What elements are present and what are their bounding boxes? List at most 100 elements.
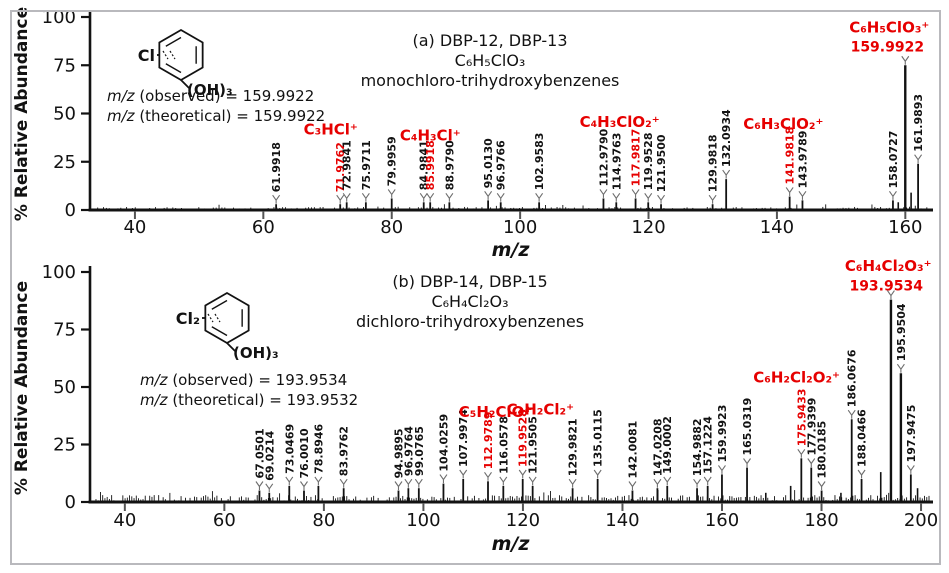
structure-b: Cl₂ (OH)₃ (176, 291, 279, 362)
peak-label: 121.9505 (527, 416, 540, 474)
panel-title-line: C₆H₄Cl₂O₃ (431, 292, 508, 311)
figure-border (10, 10, 941, 565)
peak-marker-icon (628, 481, 637, 490)
panel-title-line: (b) DBP-14, DBP-15 (392, 272, 547, 291)
peak-label: 107.9974 (457, 409, 470, 467)
peak-label: 129.9818 (707, 134, 720, 192)
peak-label: 180.0185 (816, 421, 829, 479)
peak-marker-icon (693, 478, 702, 488)
x-tick-label: 120 (506, 510, 540, 531)
panel-title-line: dichloro-trihydroxybenzenes (356, 312, 584, 331)
peak-marker-icon (888, 191, 897, 200)
peak-label: 119.9528 (517, 409, 530, 467)
peak-marker-icon (906, 465, 915, 474)
peak-marker-icon (445, 192, 454, 202)
hydroxyl-label: (OH)₃ (187, 81, 233, 99)
mz-value-line: m/z (theoretical) = 159.9922 (107, 107, 325, 125)
peak-label: 119.9528 (642, 133, 655, 191)
peak-label: 69.0214 (263, 430, 276, 480)
peak-label: 96.9766 (495, 140, 508, 190)
peak-label: 141.9818 (784, 127, 797, 185)
mz-value-line: m/z (observed) = 159.9922 (107, 87, 314, 105)
axes: 40 60 80 100 120 140 160 180 200 0 25 50 75 100 m/z % R… (12, 262, 938, 555)
peak-marker-icon (785, 187, 794, 196)
peak-label: 71.9762 (334, 142, 347, 192)
y-tick-label: 75 (53, 320, 76, 341)
x-tick-label: 160 (888, 217, 922, 238)
formula-annotation: C₄H₃Cl⁺ (400, 127, 461, 145)
peak-label: 85.9918 (424, 140, 437, 190)
peak-marker-icon (743, 458, 751, 467)
peak-label: 88.9790 (443, 140, 456, 190)
peak-label: 154.9882 (691, 418, 704, 476)
y-tick-label: 0 (65, 492, 76, 513)
peak-marker-icon (272, 194, 281, 204)
peak-marker-icon (708, 194, 717, 204)
peak-marker-icon (484, 191, 493, 200)
peak-marker-icon (439, 474, 448, 484)
peak-marker-icon (404, 478, 413, 488)
base-peak-label: 193.9534 (849, 278, 923, 294)
x-tick-label: 100 (503, 217, 537, 238)
peak-label: 99.0765 (413, 426, 426, 476)
peak-label: 129.9821 (567, 418, 580, 476)
peak-marker-icon (314, 476, 323, 486)
peak-marker-icon (703, 476, 712, 486)
double-bond-icon (165, 63, 182, 74)
structure-a: Cl (OH)₃ (138, 28, 233, 99)
hydroxyl-bond-icon (226, 342, 236, 352)
peak-marker-icon (265, 483, 274, 493)
peak-label: 142.0081 (626, 421, 639, 479)
peak-marker-icon (901, 55, 910, 65)
y-tick-label: 25 (53, 152, 76, 173)
double-bond-icon (211, 326, 228, 337)
peak-label: 73.0469 (283, 424, 296, 474)
peak-marker-icon (663, 476, 672, 486)
y-axis-title: % Relative Abundance (12, 7, 32, 221)
peak-marker-icon (593, 469, 602, 479)
peak-label: 79.9959 (386, 136, 399, 186)
y-axis-title: % Relative Abundance (12, 281, 32, 495)
x-tick-label: 80 (312, 510, 335, 531)
peak-marker-icon (568, 478, 577, 488)
peak-label: 102.9583 (533, 133, 546, 191)
peak-marker-icon (496, 192, 505, 202)
peak-label: 121.9500 (655, 134, 668, 192)
peak-marker-icon (414, 478, 423, 488)
halogen-label: Cl₂ (176, 309, 200, 328)
peak-label: 96.9764 (402, 426, 415, 476)
peak-label: 135.0115 (592, 409, 605, 467)
x-tick-label: 100 (406, 510, 440, 531)
peak-label: 95.0130 (482, 138, 495, 188)
peak-marker-icon (499, 476, 508, 486)
variable-position-hash-icon (162, 50, 176, 60)
peak-label: 116.0578 (497, 416, 510, 474)
peak-label: 197.9475 (905, 405, 918, 463)
peak-marker-icon (361, 192, 370, 202)
peak-marker-icon (644, 192, 653, 202)
peak-marker-icon (285, 476, 294, 486)
peak-marker-icon (887, 290, 895, 300)
peak-marker-icon (797, 448, 806, 458)
peak-label: 157.1224 (702, 416, 715, 474)
x-tick-label: 120 (631, 217, 665, 238)
x-tick-label: 40 (113, 510, 136, 531)
y-tick-label: 25 (53, 435, 76, 456)
y-tick-label: 0 (65, 200, 76, 221)
mz-value-line: m/z (observed) = 193.9534 (140, 371, 347, 389)
x-tick-label: 40 (123, 217, 146, 238)
x-tick-label: 140 (605, 510, 639, 531)
peak-marker-icon (387, 189, 396, 198)
peak-marker-icon (631, 189, 640, 198)
formula-annotation: C₆H₂Cl₂O₂⁺ (753, 368, 840, 386)
peak-label: 112.9789 (482, 412, 495, 470)
x-tick-label: 60 (213, 510, 236, 531)
formula-annotation: C₅H₂ClO⁺ (459, 403, 533, 421)
peak-label: 186.0676 (846, 349, 859, 407)
x-tick-label: 200 (904, 510, 938, 531)
peak-label: 67.0501 (253, 428, 266, 478)
formula-annotation: C₆H₅ClO₃⁺ (849, 18, 929, 36)
peak-marker-icon (718, 465, 726, 474)
